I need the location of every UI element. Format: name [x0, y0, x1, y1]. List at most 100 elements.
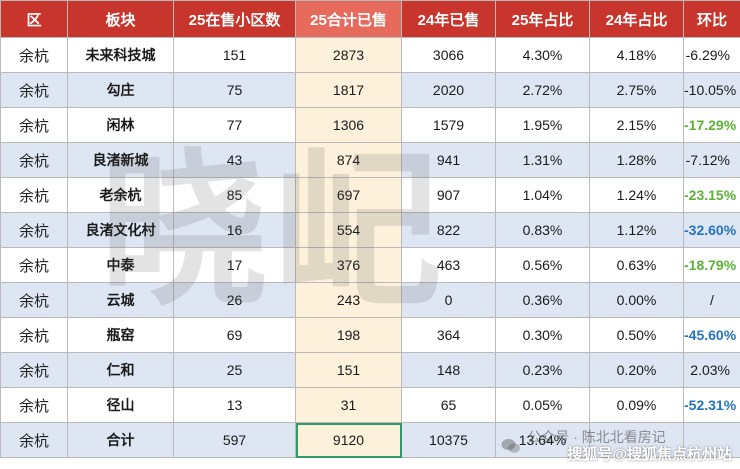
cell-share-24: [589, 422, 684, 458]
cell-sector: 老余杭: [67, 177, 174, 213]
header-row: 区 板块 25在售小区数 25合计已售 24年已售 25年占比 24年占比 环比: [0, 0, 740, 38]
table-row: 余杭 老余杭 85 697 907 1.04% 1.24% -23.15%: [0, 177, 740, 213]
cell-mom: /: [683, 282, 740, 318]
cell-mom: -6.29%: [683, 37, 740, 73]
cell-share-25: 0.83%: [495, 212, 590, 248]
cell-district: 余杭: [0, 72, 68, 108]
cell-share-25: 0.36%: [495, 282, 590, 318]
table-row: 余杭 良渚文化村 16 554 822 0.83% 1.12% -32.60%: [0, 212, 740, 248]
cell-district: 余杭: [0, 212, 68, 248]
cell-district: 余杭: [0, 247, 68, 283]
header-share-25: 25年占比: [495, 0, 590, 38]
cell-district: 余杭: [0, 107, 68, 143]
cell-district: 余杭: [0, 282, 68, 318]
cell-share-24: 4.18%: [589, 37, 684, 73]
cell-share-24: 1.12%: [589, 212, 684, 248]
cell-sold-24: 0: [401, 282, 496, 318]
cell-mom: -32.60%: [683, 212, 740, 248]
cell-sold-24: 2020: [401, 72, 496, 108]
cell-sold-24: 463: [401, 247, 496, 283]
cell-share-24: 0.00%: [589, 282, 684, 318]
cell-sector: 径山: [67, 387, 174, 423]
table-row: 余杭 中泰 17 376 463 0.56% 0.63% -18.79%: [0, 247, 740, 283]
cell-share-24: 2.75%: [589, 72, 684, 108]
cell-share-25: 0.05%: [495, 387, 590, 423]
cell-listed-25: 25: [173, 352, 296, 388]
cell-share-25: 1.04%: [495, 177, 590, 213]
table-row: 余杭 勾庄 75 1817 2020 2.72% 2.75% -10.05%: [0, 72, 740, 108]
cell-mom: -45.60%: [683, 317, 740, 353]
cell-sector: 良渚新城: [67, 142, 174, 178]
cell-sold-25: 1817: [295, 72, 402, 108]
cell-share-25: 2.72%: [495, 72, 590, 108]
cell-share-25: 1.31%: [495, 142, 590, 178]
cell-share-25: 0.30%: [495, 317, 590, 353]
cell-listed-25: 85: [173, 177, 296, 213]
cell-share-24: 0.09%: [589, 387, 684, 423]
cell-sold-24: 10375: [401, 422, 496, 458]
cell-mom: -52.31%: [683, 387, 740, 423]
cell-mom: -7.12%: [683, 142, 740, 178]
cell-sold-25: 198: [295, 317, 402, 353]
table-row: 余杭 良渚新城 43 874 941 1.31% 1.28% -7.12%: [0, 142, 740, 178]
cell-sold-24: 1579: [401, 107, 496, 143]
cell-sector: 合计: [67, 422, 174, 458]
cell-mom: -10.05%: [683, 72, 740, 108]
cell-sold-24: 148: [401, 352, 496, 388]
cell-sold-25: 1306: [295, 107, 402, 143]
cell-share-24: 0.63%: [589, 247, 684, 283]
header-listed-25: 25在售小区数: [173, 0, 296, 38]
cell-sold-24: 364: [401, 317, 496, 353]
cell-sector: 未来科技城: [67, 37, 174, 73]
cell-share-24: 1.24%: [589, 177, 684, 213]
table-row: 余杭 未来科技城 151 2873 3066 4.30% 4.18% -6.29%: [0, 37, 740, 73]
cell-sold-25: 554: [295, 212, 402, 248]
header-share-24: 24年占比: [589, 0, 684, 38]
cell-district: 余杭: [0, 352, 68, 388]
cell-share-25: 13.64%: [495, 422, 590, 458]
cell-sector: 瓶窑: [67, 317, 174, 353]
cell-share-25: 0.56%: [495, 247, 590, 283]
cell-sold-25: 874: [295, 142, 402, 178]
cell-mom: -18.79%: [683, 247, 740, 283]
header-sold-24: 24年已售: [401, 0, 496, 38]
cell-sector: 闲林: [67, 107, 174, 143]
cell-mom: -17.29%: [683, 107, 740, 143]
cell-district: 余杭: [0, 177, 68, 213]
cell-share-25: 1.95%: [495, 107, 590, 143]
cell-listed-25: 17: [173, 247, 296, 283]
cell-listed-25: 75: [173, 72, 296, 108]
cell-mom: 2.03%: [683, 352, 740, 388]
table-row: 余杭 闲林 77 1306 1579 1.95% 2.15% -17.29%: [0, 107, 740, 143]
cell-listed-25: 69: [173, 317, 296, 353]
cell-sold-25: 9120: [295, 422, 402, 458]
cell-share-24: 0.20%: [589, 352, 684, 388]
cell-share-24: 0.50%: [589, 317, 684, 353]
cell-listed-25: 77: [173, 107, 296, 143]
cell-district: 余杭: [0, 37, 68, 73]
table-row: 余杭 合计 597 9120 10375 13.64%: [0, 422, 740, 458]
cell-listed-25: 13: [173, 387, 296, 423]
table-row: 余杭 径山 13 31 65 0.05% 0.09% -52.31%: [0, 387, 740, 423]
table-row: 余杭 云城 26 243 0 0.36% 0.00% /: [0, 282, 740, 318]
cell-sold-24: 941: [401, 142, 496, 178]
cell-listed-25: 26: [173, 282, 296, 318]
cell-sector: 云城: [67, 282, 174, 318]
header-mom: 环比: [683, 0, 740, 38]
cell-sector: 仁和: [67, 352, 174, 388]
cell-share-25: 4.30%: [495, 37, 590, 73]
cell-share-24: 2.15%: [589, 107, 684, 143]
cell-mom: [683, 422, 740, 458]
cell-sold-25: 2873: [295, 37, 402, 73]
cell-listed-25: 151: [173, 37, 296, 73]
cell-sold-25: 243: [295, 282, 402, 318]
cell-sold-25: 697: [295, 177, 402, 213]
cell-sold-25: 376: [295, 247, 402, 283]
cell-listed-25: 43: [173, 142, 296, 178]
header-district: 区: [0, 0, 68, 38]
cell-sector: 中泰: [67, 247, 174, 283]
cell-sector: 良渚文化村: [67, 212, 174, 248]
cell-share-25: 0.23%: [495, 352, 590, 388]
cell-district: 余杭: [0, 387, 68, 423]
